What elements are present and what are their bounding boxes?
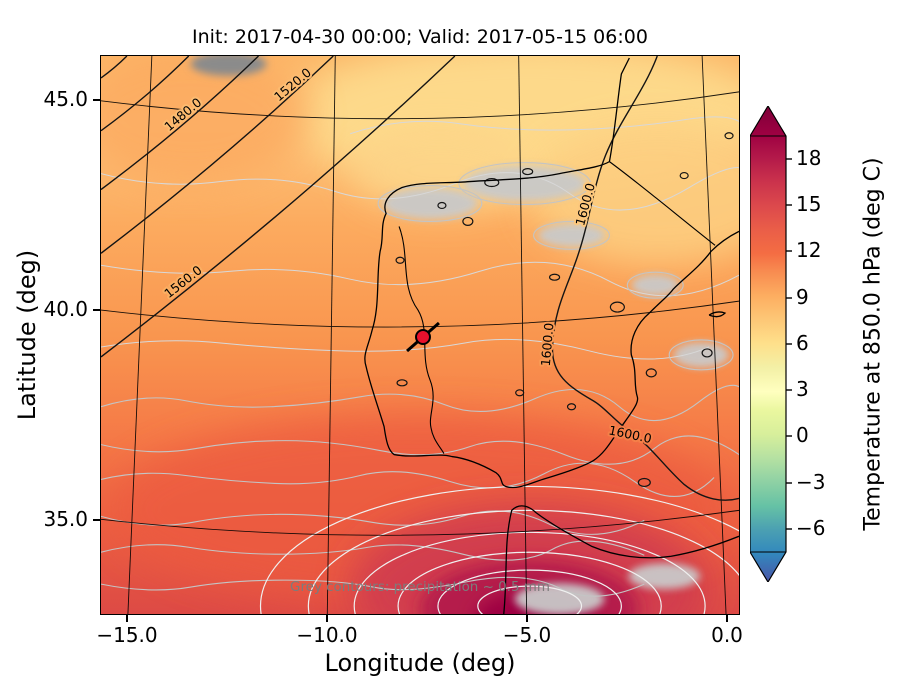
contour-label-1600-b: 1600.0 [538,322,557,367]
location-marker [406,321,440,353]
fill-boundary-contours [101,116,739,360]
dark-cloud-patch [190,56,267,76]
plot-title: Init: 2017-04-30 00:00; Valid: 2017-05-1… [192,26,648,48]
x-tick-label-2: −5.0 [502,623,552,647]
colorbar [749,104,794,584]
precipitation-contours-grey [101,162,739,597]
colorbar-tick-label-3: 3 [796,377,809,401]
colorbar-label: Temperature at 850.0 hPa (deg C) [860,157,886,531]
colorbar-tick-label-neg6: −6 [796,516,826,540]
x-tick-mark [726,615,728,622]
closed-contour-loops [395,132,734,488]
x-tick-mark [126,615,128,622]
colorbar-tick-label-6: 6 [796,331,809,355]
colorbar-tick-marks [786,158,792,530]
y-tick-label-0: 45.0 [43,87,88,111]
y-tick-label-2: 35.0 [43,507,88,531]
country-borders [398,161,716,454]
height-contours [101,56,739,501]
colorbar-tick-label-15: 15 [796,192,822,216]
colorbar-tick-label-18: 18 [796,146,822,170]
map-svg: 1480.0 1520.0 1560.0 1600.0 1600.0 1600.… [101,56,739,614]
colorbar-tick-label-0: 0 [796,423,809,447]
x-tick-mark [326,615,328,622]
y-axis-label: Latitude (deg) [13,249,41,421]
colorbar-tick-label-9: 9 [796,285,809,309]
coastlines [364,57,739,614]
colorbar-bar [749,104,787,584]
map-plot-area: 1480.0 1520.0 1560.0 1600.0 1600.0 1600.… [100,55,740,615]
y-tick-label-1: 40.0 [43,297,88,321]
x-axis-label: Longitude (deg) [324,649,516,677]
y-tick-mark [93,309,100,311]
colorbar-svg [749,104,792,584]
precip-annotation: Grey contours: precipitation ~ 0.5 mm [290,580,550,595]
precipitation-contours-white [259,485,739,614]
colorbar-tick-label-neg3: −3 [796,470,826,494]
x-tick-label-1: −10.0 [296,623,358,647]
x-tick-mark [526,615,528,622]
x-tick-label-3: 0.0 [711,623,743,647]
y-tick-mark [93,519,100,521]
y-tick-mark [93,99,100,101]
colorbar-tick-label-12: 12 [796,238,822,262]
x-tick-label-0: −15.0 [96,623,158,647]
